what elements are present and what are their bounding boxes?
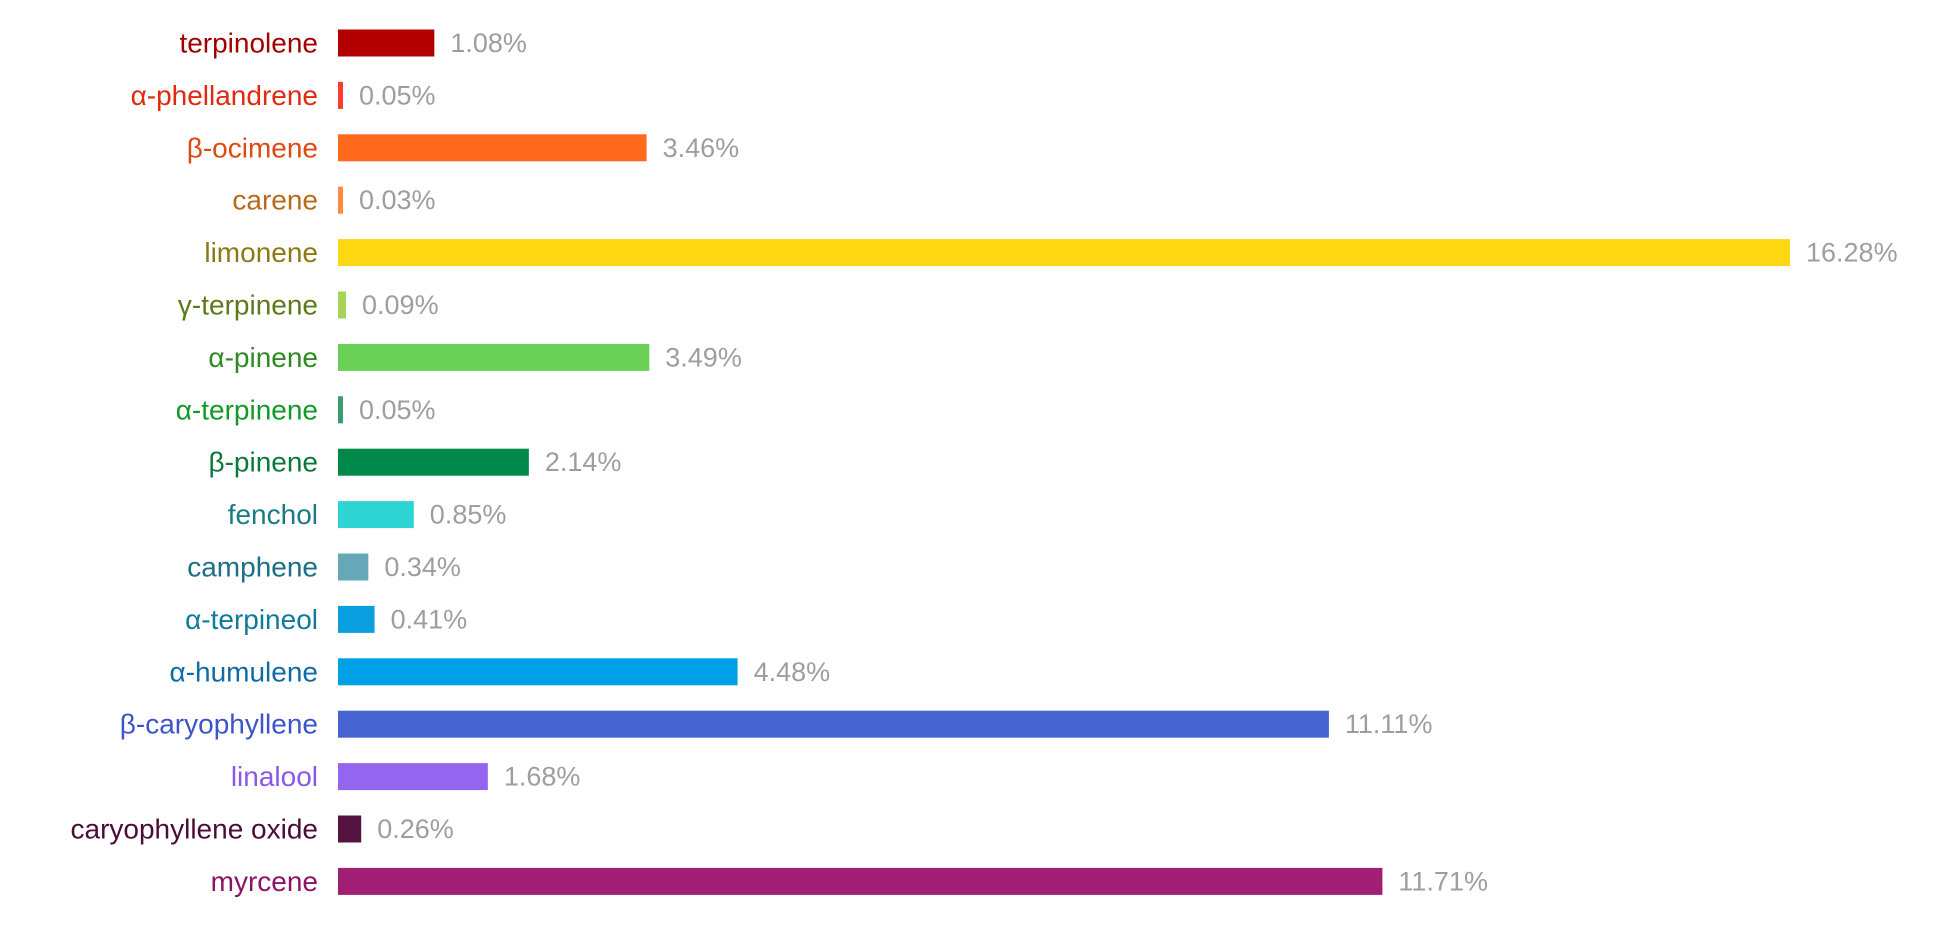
category-label: camphene [187,552,318,583]
value-label: 2.14% [545,447,622,477]
category-label: β-pinene [208,447,318,478]
category-label: α-terpinene [176,394,318,425]
value-label: 0.34% [384,552,461,582]
bar [338,763,488,791]
bar [338,553,369,581]
bar [338,343,650,371]
bar [338,710,1329,738]
value-label: 0.05% [359,80,436,110]
bar [338,291,347,319]
bar [338,81,343,109]
bar [338,29,435,57]
category-label: γ-terpinene [178,290,318,321]
bar [338,396,343,424]
value-label: 0.85% [430,500,507,530]
bar [338,239,1790,267]
category-label: fenchol [228,499,318,530]
value-label: 1.08% [450,28,527,58]
bar [338,501,414,529]
bar [338,815,362,843]
value-label: 3.46% [663,133,740,163]
category-labels: terpinolene α-phellandrene β-ocimene carene… [71,28,319,897]
value-label: 0.03% [359,185,436,215]
value-label: 4.48% [754,657,831,687]
value-label: 3.49% [665,342,742,372]
bar [338,867,1383,895]
category-label: α-phellandrene [131,80,318,111]
category-label: linalool [231,761,318,792]
category-label: carene [232,185,318,216]
bar [338,134,647,162]
bar [338,605,375,633]
value-label: 0.41% [391,604,468,634]
value-label: 11.71% [1398,866,1488,896]
value-label: 0.26% [377,814,454,844]
bar [338,448,529,476]
category-label: myrcene [211,866,318,897]
category-label: α-terpineol [185,604,318,635]
bar [338,186,343,214]
bar [338,658,738,686]
category-label: caryophyllene oxide [71,814,319,845]
category-label: β-caryophyllene [120,709,318,740]
value-label: 0.05% [359,395,436,425]
value-label: 16.28% [1806,238,1898,268]
category-label: terpinolene [179,28,318,59]
value-label: 1.68% [504,762,581,792]
value-label: 0.09% [362,290,439,320]
value-labels: 1.08% 0.05% 3.46% 0.03% 16.28% 0.09% 3.49% 0.05… [359,28,1898,896]
value-label: 11.11% [1345,709,1433,739]
category-label: β-ocimene [187,132,318,163]
category-label: limonene [204,237,318,268]
bars [338,29,1790,895]
category-label: α-humulene [170,656,319,687]
category-label: α-pinene [208,342,318,373]
